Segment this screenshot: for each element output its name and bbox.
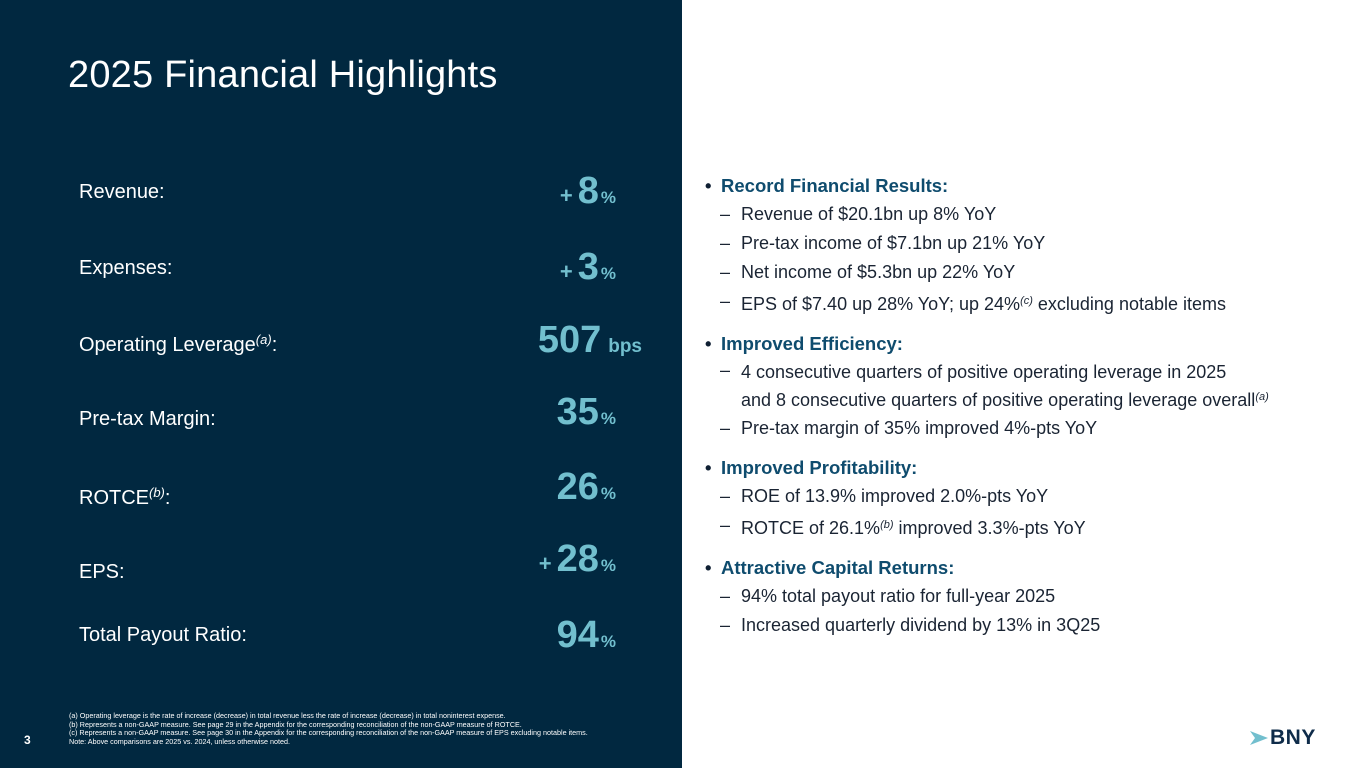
metric-expenses: Expenses: +3% bbox=[0, 246, 682, 286]
metric-value: 507 bps bbox=[537, 319, 642, 361]
logo-text: BNY bbox=[1270, 726, 1316, 749]
list-item: – Pre-tax income of $7.1bn up 21% YoY bbox=[720, 233, 1046, 253]
metric-eps: EPS: +28% bbox=[0, 540, 682, 590]
list-item: – Pre-tax margin of 35% improved 4%-pts Y… bbox=[720, 418, 1098, 438]
right-panel bbox=[682, 0, 1365, 768]
metric-value: +28% bbox=[538, 538, 616, 580]
bullet-heading: • Record Financial Results: bbox=[705, 175, 949, 196]
metric-label: Total Payout Ratio: bbox=[79, 624, 247, 646]
list-item: – EPS of $7.40 up 28% YoY; up 24%(c) excl… bbox=[720, 291, 1227, 314]
bullet-capital-returns: • Attractive Capital Returns: –94% total … bbox=[705, 554, 1345, 640]
bullet-heading: • Improved Efficiency: bbox=[705, 333, 903, 354]
list-item: – Increased quarterly dividend by 13% in … bbox=[720, 615, 1101, 635]
metric-label: ROTCE(b): bbox=[79, 485, 171, 509]
metric-value: 35% bbox=[556, 391, 616, 433]
metric-total-payout-ratio: Total Payout Ratio: 94% bbox=[0, 614, 682, 654]
list-item: – Net income of $5.3bn up 22% YoY bbox=[720, 262, 1016, 282]
list-item: –4 consecutive quarters of positive oper… bbox=[720, 360, 1269, 410]
metric-value: 94% bbox=[556, 614, 616, 656]
bny-logo: BNY bbox=[1250, 726, 1332, 749]
bullet-heading: • Improved Profitability: bbox=[705, 457, 918, 478]
page-title: 2025 Financial Highlights bbox=[68, 54, 498, 96]
list-item: – Revenue of $20.1bn up 8% YoY bbox=[720, 204, 997, 224]
metric-operating-leverage: Operating Leverage(a): 507 bps bbox=[0, 320, 682, 360]
metric-label: Expenses: bbox=[79, 257, 173, 279]
metric-pretax-margin: Pre-tax Margin: 35% bbox=[0, 393, 682, 437]
arrow-chevron-icon bbox=[1250, 731, 1268, 745]
footnote-c: (c) Represents a non-GAAP measure. See p… bbox=[69, 728, 588, 738]
metric-label: Operating Leverage(a): bbox=[79, 332, 278, 356]
bullet-improved-efficiency: • Improved Efficiency: –4 consecutive qua… bbox=[705, 330, 1345, 443]
page-number: 3 bbox=[24, 733, 31, 747]
metric-value: +3% bbox=[559, 246, 616, 288]
metric-value: 26% bbox=[556, 466, 616, 508]
footnote-note: Note: Above comparisons are 2025 vs. 202… bbox=[69, 736, 290, 746]
list-item: –94% total payout ratio for full-year 20… bbox=[720, 586, 1056, 606]
footnote-b: (b) Represents a non-GAAP measure. See p… bbox=[69, 719, 522, 729]
list-item: – ROE of 13.9% improved 2.0%-pts YoY bbox=[720, 486, 1049, 506]
metric-label: Pre-tax Margin: bbox=[79, 408, 216, 430]
metric-label: Revenue: bbox=[79, 181, 165, 203]
footnote-a: (a) Operating leverage is the rate of in… bbox=[69, 711, 506, 720]
list-item: – ROTCE of 26.1%(b) improved 3.3%-pts YoY bbox=[720, 515, 1086, 538]
metric-value: +8% bbox=[559, 170, 616, 212]
left-panel bbox=[0, 0, 682, 768]
bullet-improved-profitability: • Improved Profitability: – ROE of 13.9% i… bbox=[705, 454, 1345, 543]
metric-rotce: ROTCE(b): 26% bbox=[0, 468, 682, 514]
bullet-heading: • Attractive Capital Returns: bbox=[705, 557, 955, 578]
metric-revenue: Revenue: +8% bbox=[0, 170, 682, 210]
bullet-record-results: • Record Financial Results: – Revenue of $… bbox=[705, 172, 1345, 319]
highlights-list: • Record Financial Results: – Revenue of $… bbox=[705, 172, 1345, 651]
metric-label: EPS: bbox=[79, 561, 125, 583]
footnotes: (a) Operating leverage is the rate of in… bbox=[69, 711, 644, 746]
